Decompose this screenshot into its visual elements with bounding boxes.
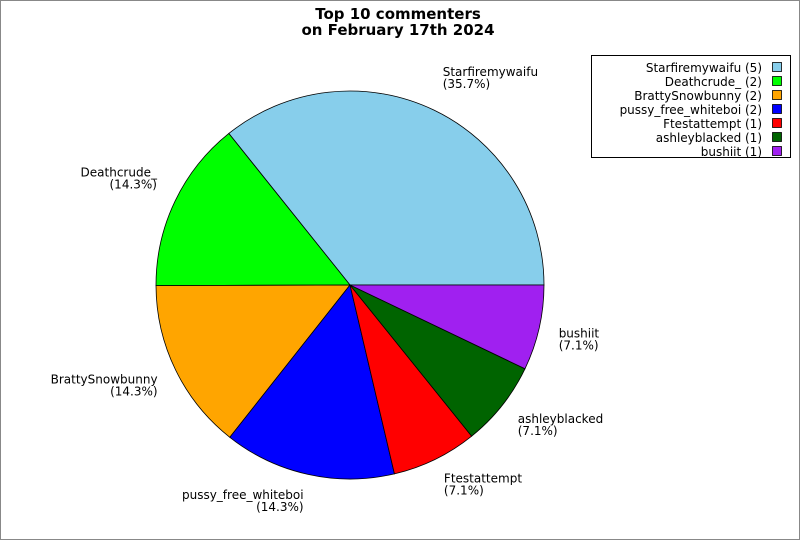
pie-slice [229, 284, 395, 480]
slice-value-label: (7.1%) [518, 424, 558, 438]
legend-swatch [772, 90, 782, 100]
slice-value-label: (35.7%) [443, 77, 490, 91]
pie-slice [228, 90, 545, 286]
chart-title: on February 17th 2024 [301, 21, 494, 39]
legend-label: ashleyblacked (1) [656, 131, 762, 145]
legend-label: pussy_free_whiteboi (2) [620, 103, 762, 117]
slice-label: ashleyblacked [518, 412, 603, 426]
legend-swatch [772, 132, 782, 142]
pie-slice [155, 284, 351, 438]
slice-label: pussy_free_whiteboi [182, 488, 304, 502]
pie-slice [349, 284, 545, 370]
slice-value-label: (7.1%) [444, 483, 484, 497]
legend-swatch [772, 62, 782, 72]
slice-label: Ftestattempt [444, 471, 522, 485]
legend-box [591, 55, 791, 158]
legend-label: Starfiremywaifu (5) [646, 61, 762, 75]
slice-value-label: (7.1%) [559, 338, 599, 352]
slice-label: bushiit [559, 326, 600, 340]
slice-value-label: (14.3%) [110, 385, 157, 399]
legend-swatch [772, 104, 782, 114]
legend-label: bushiit (1) [701, 145, 762, 159]
legend-swatch [772, 118, 782, 128]
slice-value-label: (14.3%) [110, 178, 157, 192]
slice-value-label: (14.3%) [256, 500, 303, 514]
chart-title: Top 10 commenters [315, 5, 481, 23]
legend-swatch [772, 76, 782, 86]
legend-label: BrattySnowbunny (2) [634, 89, 762, 103]
slice-label: Deathcrude_ [81, 166, 158, 180]
slice-label: BrattySnowbunny [51, 373, 158, 387]
legend-label: Deathcrude_ (2) [665, 75, 762, 89]
pie-slice [155, 132, 351, 287]
legend-swatch [772, 146, 782, 156]
legend-label: Ftestattempt (1) [663, 117, 762, 131]
slice-label: Starfiremywaifu [443, 65, 538, 79]
